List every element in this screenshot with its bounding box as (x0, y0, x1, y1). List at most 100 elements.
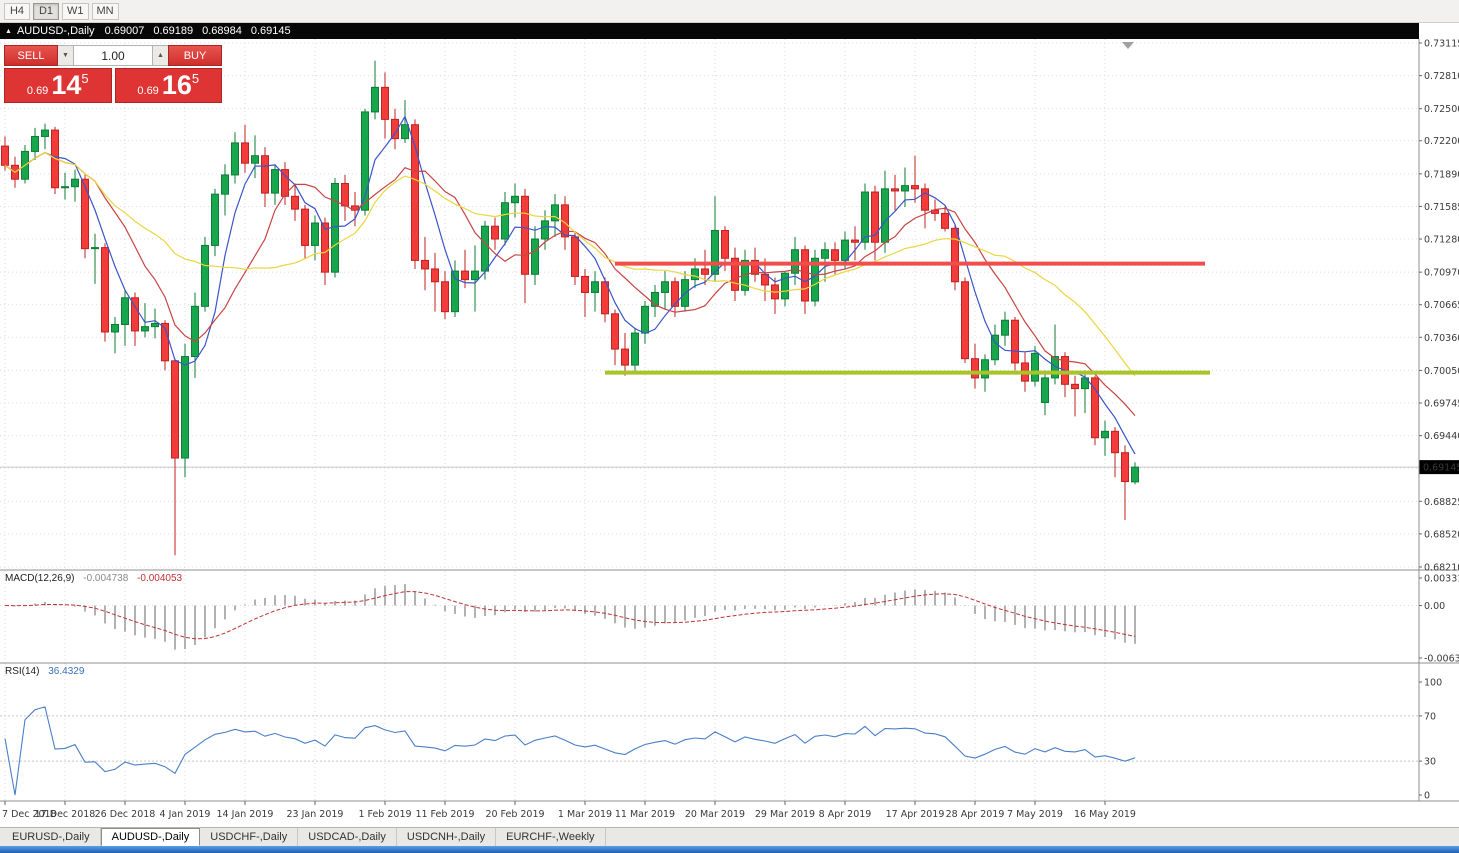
svg-text:23 Jan 2019: 23 Jan 2019 (287, 809, 344, 820)
candle-body (721, 229, 729, 259)
timeframe-button-mn[interactable]: MN (91, 2, 119, 20)
candle-body (181, 356, 189, 459)
candle-body (901, 185, 909, 192)
timeframe-button-h4[interactable]: H4 (4, 2, 30, 20)
candle-body (141, 326, 149, 332)
candle-body (231, 142, 239, 176)
candle-body (1111, 430, 1119, 454)
chart-title-bar: ▲ AUDUSD-,Daily 0.69007 0.69189 0.68984 … (0, 23, 1419, 39)
timeframe-button-d1[interactable]: D1 (33, 2, 59, 20)
candle-body (501, 202, 509, 240)
svg-text:0: 0 (1424, 791, 1430, 802)
svg-text:1 Mar 2019: 1 Mar 2019 (558, 809, 612, 820)
candle-body (521, 195, 529, 275)
candle-body (481, 225, 489, 272)
ohlc-high: 0.69189 (153, 25, 194, 37)
candle-body (341, 182, 349, 207)
grid-lines (0, 39, 1419, 801)
rsi-line (4, 706, 1136, 796)
chart-tab-bar: EURUSD-,Daily AUDUSD-,Daily USDCHF-,Daily U… (0, 827, 1459, 846)
svg-text:0.003319: 0.003319 (1424, 574, 1459, 585)
candle-body (301, 208, 309, 246)
candle-body (31, 135, 39, 152)
candle-body (541, 220, 549, 240)
candle-body (411, 124, 419, 261)
candle-body (361, 111, 369, 211)
svg-text:0.73115: 0.73115 (1424, 39, 1459, 50)
candle-body (611, 313, 619, 350)
candle-body (371, 86, 379, 113)
candle-body (221, 174, 229, 195)
rsi-indicator-label: RSI(14) 36.4329 (5, 666, 84, 677)
volume-input[interactable]: 1.00 (73, 45, 153, 66)
svg-text:17 Apr 2019: 17 Apr 2019 (886, 809, 945, 820)
buy-price-display[interactable]: 0.69 16 5 (114, 68, 222, 103)
svg-text:0.68825: 0.68825 (1424, 497, 1459, 508)
buy-price-prefix: 0.69 (137, 85, 159, 97)
svg-text:0.69145: 0.69145 (1423, 463, 1459, 474)
candle-body (251, 155, 259, 164)
candle-body (861, 191, 869, 243)
chart-tab-eurchf-weekly[interactable]: EURCHF-,Weekly (496, 828, 606, 846)
ma-slow-line (4, 151, 1136, 377)
candle-body (651, 291, 659, 307)
sell-price-big: 14 (51, 70, 82, 100)
buy-button[interactable]: BUY (168, 45, 222, 66)
ohlc-close: 0.69145 (250, 25, 291, 37)
chart-symbol-label: AUDUSD-,Daily (16, 25, 95, 37)
candle-body (321, 222, 329, 273)
candle-body (261, 155, 269, 194)
candle-body (451, 270, 459, 313)
candle-body (641, 305, 649, 334)
candle-body (581, 275, 589, 293)
shift-marker-icon[interactable] (1122, 42, 1134, 49)
candle-body (941, 212, 949, 229)
candle-body (571, 236, 579, 277)
candle-body (791, 249, 799, 274)
svg-text:100: 100 (1424, 678, 1442, 689)
candle-body (71, 178, 79, 188)
buy-price-pip: 5 (191, 71, 200, 86)
timeframe-toolbar: H4 D1 W1 MN (0, 0, 1459, 23)
candle-body (591, 281, 599, 293)
ma-medium-line (4, 151, 1136, 416)
volume-decrease-button[interactable]: ▼ (58, 45, 73, 66)
svg-text:4 Jan 2019: 4 Jan 2019 (160, 809, 211, 820)
candle-body (831, 249, 839, 261)
macd-indicator-label: MACD(12,26,9) -0.004738 -0.004053 (5, 573, 182, 584)
chart-collapse-icon[interactable]: ▲ (5, 27, 12, 35)
candle-body (111, 323, 119, 333)
candle-body (921, 188, 929, 211)
svg-text:0.71585: 0.71585 (1424, 202, 1459, 213)
chart-tab-usdcnh-daily[interactable]: USDCNH-,Daily (397, 828, 497, 846)
candle-body (691, 268, 699, 281)
volume-increase-button[interactable]: ▲ (153, 45, 168, 66)
candle-body (161, 322, 169, 362)
candle-body (421, 259, 429, 270)
chart-tab-eurusd-daily[interactable]: EURUSD-,Daily (2, 828, 101, 846)
sell-button[interactable]: SELL (4, 45, 58, 66)
macd-panel[interactable] (4, 583, 1136, 650)
candle-body (81, 178, 89, 250)
candle-body (991, 334, 999, 361)
macd-signal-line (4, 591, 1136, 640)
chart-tab-usdcad-daily[interactable]: USDCAD-,Daily (298, 828, 397, 846)
rsi-panel[interactable] (4, 706, 1136, 796)
chart-tab-usdchf-daily[interactable]: USDCHF-,Daily (200, 828, 299, 846)
candle-body (271, 169, 279, 194)
candle-body (1131, 466, 1139, 483)
sell-price-display[interactable]: 0.69 14 5 (4, 68, 112, 103)
candle-body (101, 247, 109, 333)
timeframe-button-w1[interactable]: W1 (62, 2, 89, 20)
chart-tab-audusd-daily[interactable]: AUDUSD-,Daily (100, 828, 201, 846)
candle-body (851, 239, 859, 243)
